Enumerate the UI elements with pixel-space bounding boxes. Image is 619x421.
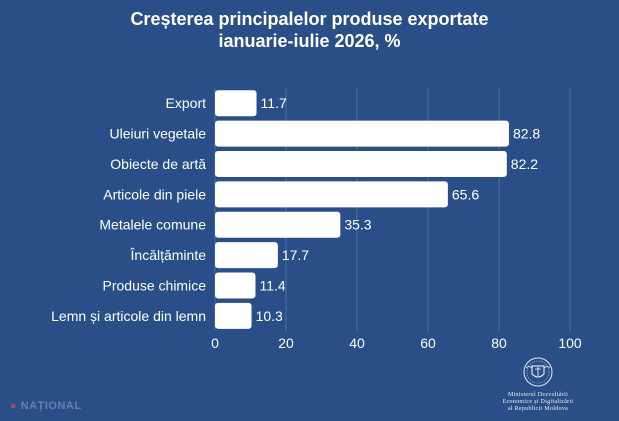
x-tick-label: 60 — [420, 335, 436, 351]
title-line-1: Creșterea principalelor produse exportat… — [130, 9, 489, 29]
ministry-line-1: Ministerul Dezvoltării — [507, 392, 569, 398]
x-tick-label: 0 — [211, 335, 219, 351]
bar — [215, 90, 257, 117]
category-label: Încălțăminte — [130, 247, 207, 263]
value-label: 82.2 — [511, 156, 538, 172]
ministry-line-3: al Republicii Moldova — [507, 406, 569, 412]
value-label: 11.4 — [259, 277, 285, 293]
x-tick-label: 20 — [278, 335, 294, 351]
value-label: 10.3 — [256, 308, 283, 324]
chart-title: Creșterea principalelor produse exportat… — [0, 8, 619, 52]
watermark: ● NAȚIONAL — [10, 400, 82, 412]
category-label: Obiecte de artă — [110, 156, 206, 172]
bar — [215, 302, 252, 329]
title-line-2: ianuarie-iulie 2026, % — [218, 31, 401, 51]
bar — [215, 272, 256, 299]
ministry-line-2: Economice și Digitalizării — [502, 399, 574, 405]
watermark-dot-icon: ● — [10, 400, 18, 412]
value-label: 65.6 — [452, 186, 479, 202]
category-label: Lemn și articole din lemn — [51, 308, 206, 324]
value-label: 11.7 — [261, 95, 287, 111]
ministry-logo-text: Ministerul Dezvoltării Economice și Digi… — [478, 392, 598, 413]
category-label: Metalele comune — [99, 217, 206, 233]
watermark-text: NAȚIONAL — [20, 400, 82, 412]
category-label: Uleiuri vegetale — [110, 126, 207, 142]
category-label: Articole din piele — [103, 186, 206, 202]
bar — [215, 150, 507, 177]
bar — [215, 242, 278, 269]
coat-of-arms-icon — [523, 357, 553, 387]
category-label: Produse chimice — [103, 277, 207, 293]
x-tick-label: 80 — [491, 335, 507, 351]
x-tick-label: 100 — [558, 335, 582, 351]
value-label: 82.8 — [513, 126, 540, 142]
category-label: Export — [166, 95, 207, 111]
x-tick-label: 40 — [349, 335, 365, 351]
value-label: 35.3 — [344, 217, 371, 233]
bar — [215, 120, 509, 147]
bar — [215, 181, 448, 208]
bar — [215, 211, 341, 238]
value-label: 17.7 — [282, 247, 309, 263]
